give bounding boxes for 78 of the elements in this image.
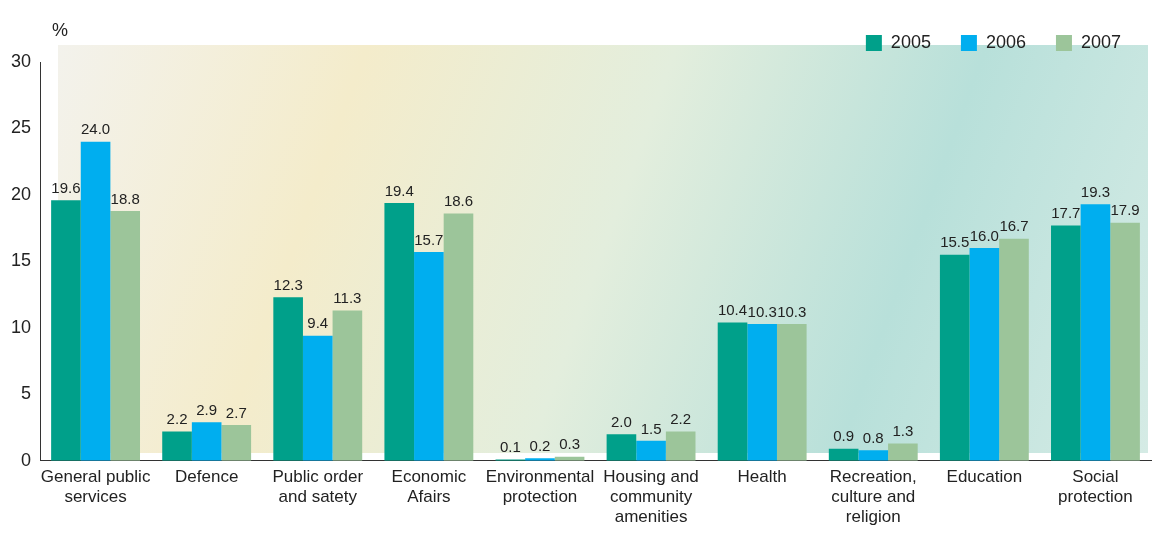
text: 18.6 [443,192,474,210]
x-tick-label: Recreation, culture and religion [829,466,917,527]
bar [80,141,111,461]
text: 2.9 [196,400,218,418]
bar [273,297,303,461]
text: 19.4 [384,181,414,199]
text: 2.2 [670,410,692,428]
x-tick-label: Health [737,466,787,486]
x-tick-label: Environmental protection [485,466,595,507]
text: 1.3 [892,422,914,440]
x-tick-label: General public services [40,466,151,507]
bar [888,443,918,461]
bar [1051,225,1081,461]
text: 10.3 [777,302,807,320]
bar [636,440,666,461]
text: 17.9 [1110,201,1140,219]
text: 2.0 [611,412,632,430]
bar [606,434,637,461]
x-tick-label: Defence [175,466,239,486]
y-tick-label: 30 [10,50,32,71]
y-tick-label: 5 [21,383,32,404]
text: 2.7 [225,403,247,421]
text: 9.4 [307,314,329,332]
text: 0.9 [833,427,855,445]
bar [191,422,222,461]
y-axis-title: % [52,19,69,40]
x-tick-label: Social protection [1058,466,1133,507]
y-tick-label: 20 [10,183,32,204]
text: 0.2 [529,436,551,454]
text: 1.5 [640,419,662,437]
x-tick-label: Housing and community amenities [603,466,699,527]
text: 0.8 [862,428,884,446]
text: 19.6 [51,178,81,196]
text: 0.1 [499,438,521,456]
text: 19.3 [1080,182,1111,200]
bar [999,238,1029,461]
bar [384,202,415,461]
text: 10.3 [747,302,777,320]
bar [414,252,444,461]
bar [443,213,474,461]
x-tick-label: Public order and satety [272,466,364,507]
y-tick-label: 25 [10,117,32,138]
text: 18.8 [110,189,140,207]
bar [332,310,363,461]
bar [969,248,1000,461]
y-tick-label: 10 [10,316,32,337]
text: 17.7 [1051,204,1081,222]
bar [1080,204,1111,461]
bar [665,431,696,461]
bar [302,335,333,461]
bar [51,200,81,461]
bar [776,323,807,461]
bar [110,210,141,461]
text: 24.0 [80,120,111,138]
text: 15.5 [940,233,970,251]
x-tick-label: Education [946,466,1023,486]
x-tick-label: Economic Afairs [391,466,467,507]
bar [858,450,889,461]
text: 15.7 [414,230,444,248]
text: 0.3 [559,435,581,453]
text: 11.3 [333,289,362,307]
legend-label: 2005 [890,31,931,52]
text: 10.4 [717,301,748,319]
y-tick-label: 0 [21,449,32,470]
bar [939,254,970,461]
text: 16.0 [969,226,999,244]
text: 16.7 [999,217,1029,235]
legend-label: 2006 [985,31,1026,52]
y-tick-label: 15 [10,250,32,271]
text: 12.3 [273,275,303,293]
bar [1110,222,1140,461]
bar [717,322,748,461]
legend-label: 2007 [1080,31,1121,52]
bar [747,323,777,461]
bar [221,424,252,461]
bar [828,448,859,461]
bar [162,431,192,461]
text: 2.2 [166,410,188,428]
